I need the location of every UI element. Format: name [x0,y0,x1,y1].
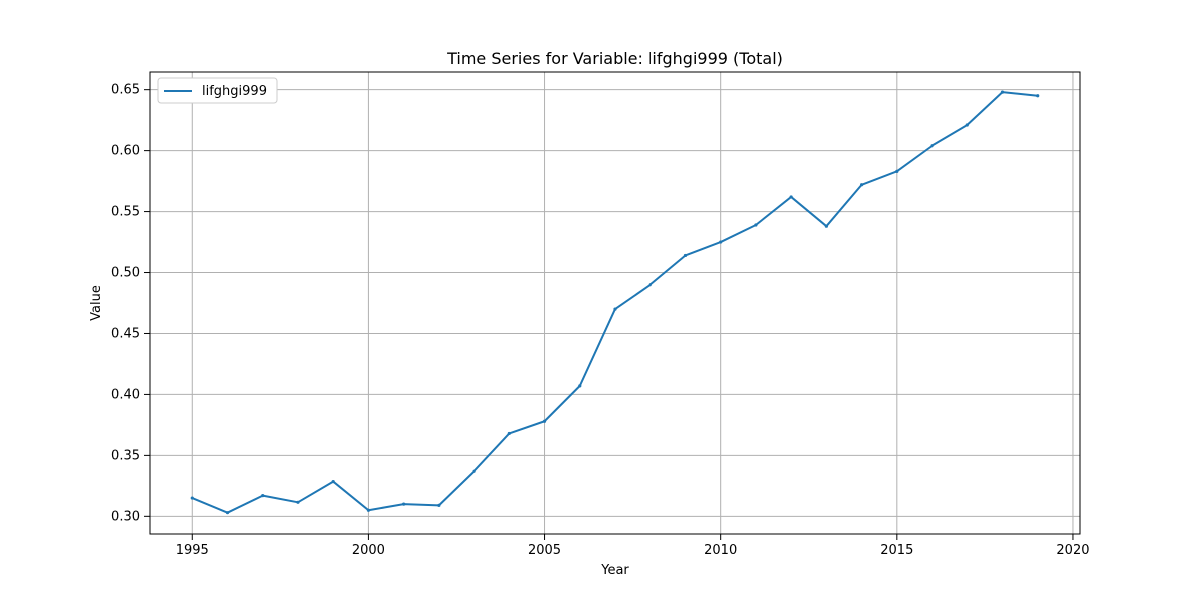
data-point-0-5 [366,508,371,512]
x-tick-label: 2020 [1056,543,1089,558]
data-point-0-17 [789,195,793,199]
data-point-0-12 [613,307,617,311]
x-tick-label: 1995 [176,543,209,558]
data-point-0-10 [542,419,547,423]
data-point-0-21 [930,144,934,148]
x-tick-label: 2000 [352,543,385,558]
y-tick-label: 0.50 [111,266,140,281]
data-point-0-22 [965,123,969,127]
data-point-0-24 [1036,94,1040,98]
x-tick-label: 2005 [528,543,561,558]
y-axis-label: Value [89,285,104,321]
y-tick-label: 0.65 [111,83,140,98]
data-point-0-7 [437,503,441,507]
series-line-0 [191,91,1039,514]
y-tick-label: 0.45 [111,326,140,341]
data-point-0-13 [648,283,652,287]
data-point-0-16 [754,223,758,227]
data-point-0-23 [1000,90,1005,94]
data-point-0-11 [578,384,582,388]
data-point-0-0 [190,496,194,500]
plot-frame [149,71,1081,535]
x-axis-label: Year [600,563,629,578]
data-point-0-14 [683,253,688,258]
chart-title: Time Series for Variable: lifghgi999 (To… [446,49,783,68]
x-tick-label: 2010 [704,543,737,558]
data-point-0-19 [859,183,864,187]
legend-label: lifghgi999 [202,84,267,99]
data-point-0-2 [261,494,265,498]
data-point-0-8 [472,469,476,473]
data-point-0-6 [402,502,406,506]
y-tick-label: 0.40 [111,387,140,402]
plot-layer [190,90,1040,515]
data-point-0-9 [507,431,511,436]
data-point-0-3 [296,500,300,504]
x-tick-label: 2015 [880,543,913,558]
y-tick-label: 0.60 [111,144,140,159]
data-point-0-18 [824,224,828,228]
legend-box [157,77,278,104]
data-point-0-15 [719,240,723,244]
legend-layer: lifghgi999 [157,77,278,104]
data-point-0-20 [895,169,899,173]
data-point-0-4 [331,479,335,484]
data-point-0-1 [225,511,230,515]
y-tick-label: 0.30 [111,509,140,524]
y-tick-label: 0.55 [111,205,140,220]
y-tick-label: 0.35 [111,448,140,463]
axes-layer: 1995 2000 2005 2010 2015 2020 0.30 0.35 0.40 0.45… [111,71,1090,558]
